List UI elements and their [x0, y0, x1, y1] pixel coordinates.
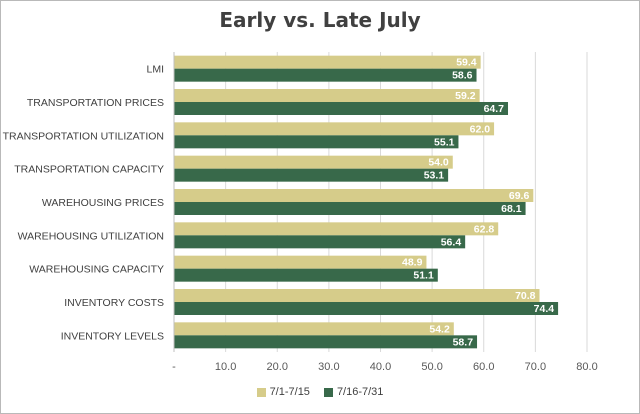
data-label: 62.0	[470, 123, 491, 135]
data-label: 58.7	[453, 336, 474, 348]
x-tick-label: 60.0	[473, 361, 494, 373]
data-label: 53.1	[424, 170, 445, 182]
data-label: 59.2	[455, 90, 476, 102]
bar-series-2	[174, 102, 509, 115]
x-tick-label: 50.0	[421, 361, 442, 373]
data-label: 69.6	[509, 190, 530, 202]
bar-series-1	[174, 289, 540, 302]
bar-series-1	[174, 222, 499, 236]
chart-title: Early vs. Late July	[219, 8, 421, 32]
data-label: 64.7	[484, 103, 505, 115]
legend-item-series-2: 7/16-7/31	[323, 386, 384, 398]
category-label: LMI	[146, 64, 164, 76]
data-label: 59.4	[456, 57, 477, 69]
legend: 7/1-7/15 7/16-7/31	[0, 386, 640, 398]
x-tick-label: 40.0	[370, 361, 391, 373]
x-tick-label: 80.0	[576, 361, 597, 373]
category-label: INVENTORY LEVELS	[61, 330, 164, 342]
category-label: WAREHOUSING PRICES	[42, 197, 164, 209]
data-label: 51.1	[413, 270, 434, 282]
bar-series-1	[174, 255, 427, 269]
data-label: 70.8	[515, 290, 536, 302]
category-label: WAREHOUSING CAPACITY	[29, 264, 164, 276]
bar-series-1	[174, 189, 534, 202]
category-label: TRANSPORTATION CAPACITY	[14, 164, 164, 176]
data-label: 74.4	[534, 303, 555, 315]
x-tick-label: 10.0	[215, 361, 236, 373]
bar-series-1	[174, 89, 480, 102]
x-tick-label: 30.0	[318, 361, 339, 373]
category-label: TRANSPORTATION UTILIZATION	[3, 130, 164, 142]
data-label: 55.1	[434, 136, 455, 148]
legend-label-series-2: 7/16-7/31	[336, 386, 384, 398]
bar-series-2	[174, 268, 438, 282]
x-tick-label: -	[172, 361, 176, 373]
x-tick-label: 20.0	[267, 361, 288, 373]
bar-series-1	[174, 122, 495, 136]
data-label: 68.1	[501, 203, 522, 215]
bar-series-2	[174, 335, 478, 349]
data-label: 56.4	[441, 236, 462, 248]
category-label: WAREHOUSING UTILIZATION	[18, 230, 164, 242]
data-label: 54.0	[428, 157, 449, 169]
bar-series-2	[174, 168, 449, 182]
bar-series-2	[174, 202, 526, 215]
category-label: INVENTORY COSTS	[64, 297, 164, 309]
bar-series-1	[174, 155, 453, 169]
data-label: 54.2	[429, 323, 450, 335]
bar-series-1	[174, 322, 454, 336]
data-label: 48.9	[402, 257, 423, 269]
legend-swatch-series-2	[323, 387, 333, 397]
bar-series-1	[174, 55, 481, 69]
legend-swatch-series-1	[256, 387, 266, 397]
bar-series-2	[174, 302, 559, 315]
data-label: 62.8	[474, 223, 495, 235]
bar-series-2	[174, 68, 477, 82]
data-label: 58.6	[452, 70, 473, 82]
bar-series-2	[174, 235, 466, 249]
category-label: TRANSPORTATION PRICES	[27, 97, 164, 109]
legend-label-series-1: 7/1-7/15	[269, 386, 310, 398]
x-tick-label: 70.0	[525, 361, 546, 373]
legend-item-series-1: 7/1-7/15	[256, 386, 310, 398]
bar-series-2	[174, 135, 459, 149]
